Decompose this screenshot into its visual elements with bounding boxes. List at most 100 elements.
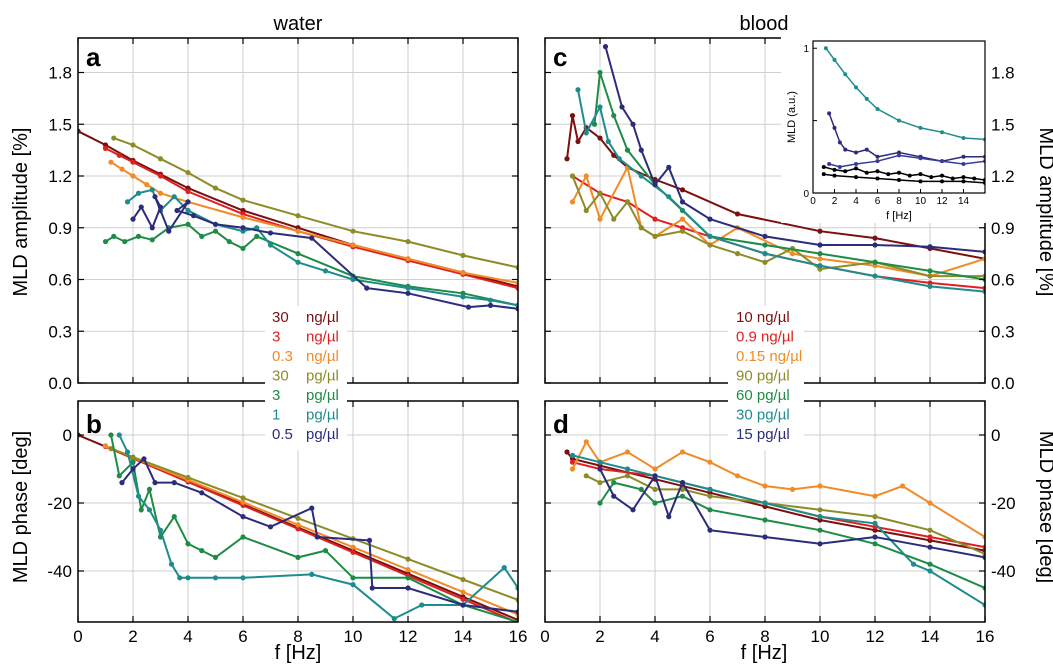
x-tick-label: 0 — [540, 627, 549, 646]
x-tick-label: 2 — [128, 627, 137, 646]
x-tick-label: 10 — [344, 627, 363, 646]
data-point — [135, 233, 142, 239]
data-point — [624, 466, 631, 472]
data-point — [130, 459, 136, 465]
data-point — [872, 235, 878, 241]
data-point — [707, 486, 713, 492]
inset-data-point — [854, 166, 858, 171]
data-point — [166, 228, 172, 234]
y-tick-label: 0 — [991, 426, 1000, 445]
data-point — [583, 173, 589, 179]
data-point — [652, 216, 658, 222]
inset-y-tick-label: 1 — [803, 44, 809, 55]
data-point — [679, 199, 686, 205]
legend-entry-value: 3 — [272, 329, 280, 346]
x-axis-label-left: f [Hz] — [275, 642, 322, 664]
data-point — [212, 221, 219, 227]
panel-label-c: c — [553, 42, 567, 72]
data-point — [185, 199, 191, 205]
inset-data-point — [821, 164, 826, 169]
data-point — [240, 225, 246, 231]
x-tick-label: 14 — [454, 627, 473, 646]
data-point — [817, 514, 823, 520]
legend-entry: 30 pg/µl — [736, 407, 790, 424]
data-point — [762, 534, 768, 540]
data-point — [927, 283, 933, 289]
inset-series-line-4 — [823, 166, 985, 181]
y-tick-label: -40 — [47, 562, 72, 581]
series-group — [564, 44, 985, 295]
data-point — [212, 185, 219, 191]
data-point — [130, 159, 136, 165]
data-point — [666, 514, 672, 520]
data-point — [638, 173, 644, 179]
data-point — [583, 473, 589, 479]
legend-blood: 10 ng/µl 0.9 ng/µl 0.15 ng/µl 90 pg/µl 60 pg… — [728, 306, 804, 451]
data-point — [108, 159, 114, 165]
data-point — [465, 304, 472, 310]
data-point — [872, 541, 878, 547]
data-point — [872, 259, 878, 265]
inset-normalized-mld: 0 2 4 6 8 10 12 14 0 1 f [Hz] MLD (a.u.) — [781, 37, 986, 223]
data-point — [130, 454, 136, 460]
inset-background — [781, 37, 986, 223]
data-point — [602, 44, 609, 50]
data-point — [597, 459, 603, 465]
data-point — [630, 121, 636, 127]
inset-data-point — [854, 175, 858, 180]
data-point — [254, 233, 260, 239]
data-point — [168, 561, 175, 567]
data-point — [149, 237, 155, 243]
x-tick-label: 8 — [293, 627, 302, 646]
legend-entry-value: 1 — [272, 407, 280, 424]
data-point — [762, 517, 768, 523]
y-tick-label: 0 — [63, 426, 72, 445]
panel-label-a: a — [86, 42, 101, 72]
data-point — [597, 500, 603, 506]
y-tick-label: 1.5 — [991, 115, 1015, 134]
data-point — [185, 188, 191, 195]
inset-data-point — [897, 150, 901, 155]
data-point — [295, 213, 301, 219]
inset-data-point — [843, 169, 848, 174]
data-point — [569, 113, 576, 119]
data-point — [295, 251, 301, 257]
inset-data-point — [940, 179, 944, 184]
data-point — [597, 135, 603, 141]
inset-x-tick-label: 4 — [853, 196, 859, 207]
data-point — [267, 242, 274, 248]
series-line-7 — [599, 468, 985, 559]
data-point — [130, 216, 136, 222]
data-point — [405, 585, 411, 591]
inset-x-tick-label: 0 — [810, 196, 816, 207]
inset-data-point — [843, 147, 848, 152]
data-point — [174, 207, 180, 214]
data-point — [405, 285, 411, 291]
x-tick-label: 14 — [921, 627, 940, 646]
data-point — [597, 480, 603, 486]
legend-entry-value: 30 — [272, 368, 289, 385]
data-point — [111, 135, 117, 141]
y-axis-label-amp-left: MLD amplitude [%] — [10, 128, 32, 297]
series-line-3 — [571, 164, 985, 278]
inset-data-point — [950, 176, 955, 181]
inset-data-point — [940, 130, 944, 135]
data-point — [152, 480, 158, 486]
data-point — [185, 575, 191, 581]
y-tick-label: 1.2 — [991, 167, 1015, 186]
inset-data-point — [823, 46, 828, 51]
legend-entry: 90 pg/µl — [736, 368, 790, 385]
data-point — [199, 548, 205, 554]
data-point — [138, 204, 144, 210]
inset-data-point — [875, 159, 880, 164]
data-point — [817, 483, 823, 489]
data-point — [611, 152, 617, 158]
data-point — [146, 486, 153, 492]
data-point — [309, 235, 315, 241]
data-point — [460, 270, 466, 276]
data-point — [734, 473, 741, 479]
data-point — [391, 616, 397, 622]
data-point — [569, 452, 576, 458]
data-point — [789, 251, 796, 257]
series-line-4 — [571, 175, 985, 278]
